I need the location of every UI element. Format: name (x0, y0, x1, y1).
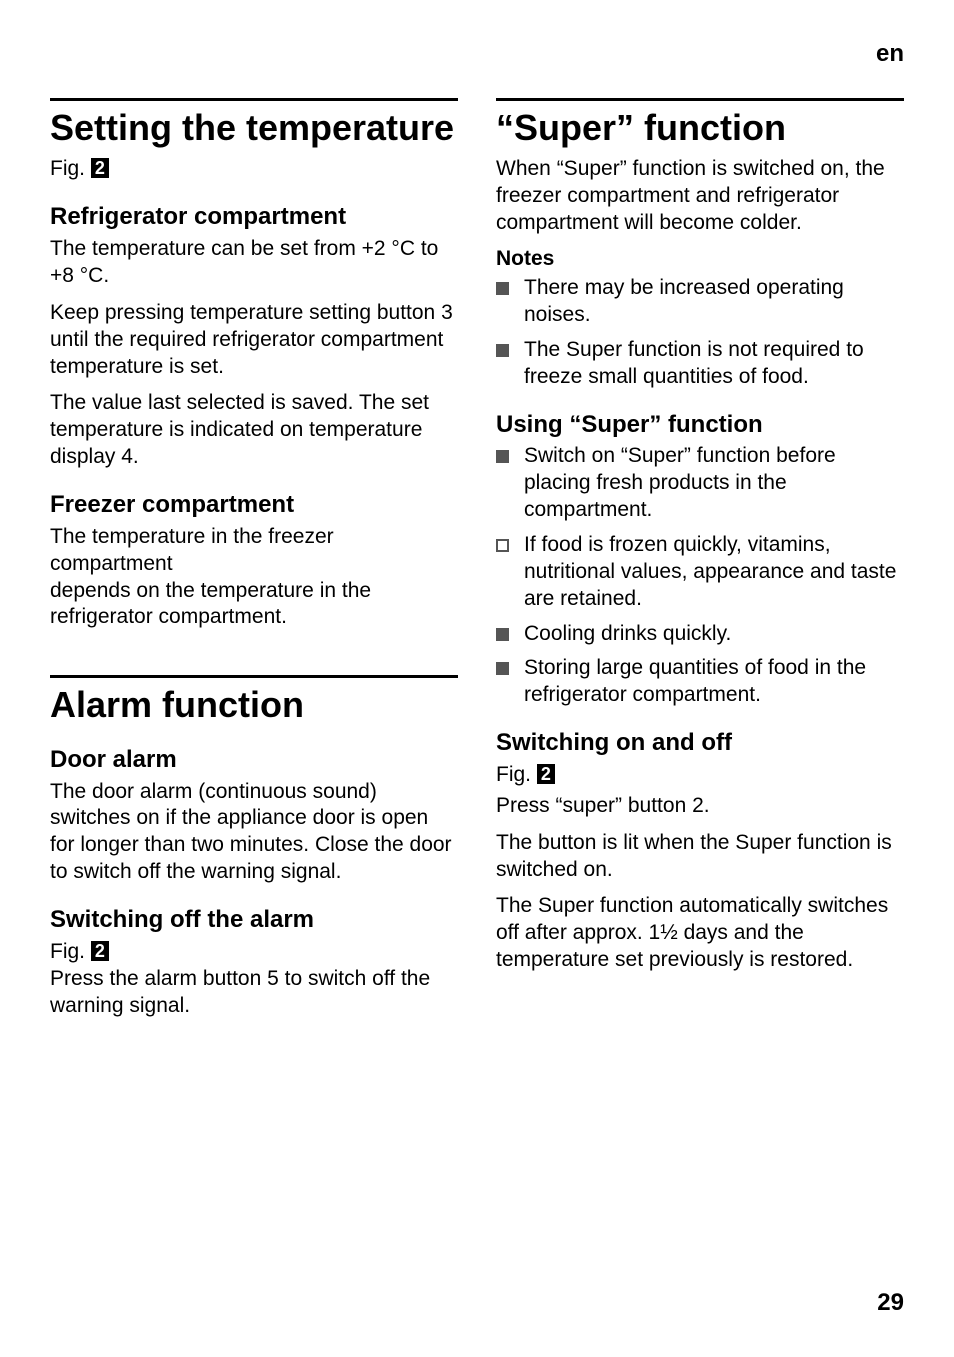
figure-number-box: 2 (537, 764, 555, 784)
right-column: “Super” function When “Super” function i… (496, 98, 904, 1029)
figure-ref: Fig. 2 (50, 939, 458, 966)
body-text: The button is lit when the Super functio… (496, 830, 904, 884)
list-item-text: If food is frozen quickly, vitamins, nut… (524, 533, 896, 610)
square-bullet-icon (496, 344, 509, 357)
list-item-text: The Super function is not required to fr… (524, 338, 864, 388)
body-text: Press “super” button 2. (496, 793, 904, 820)
list-item-text: Storing large quantities of food in the … (524, 656, 866, 706)
square-bullet-icon (496, 282, 509, 295)
notes-list: There may be increased operating noises.… (496, 275, 904, 391)
list-item-text: There may be increased operating noises. (524, 276, 844, 326)
list-item-text: Cooling drinks quickly. (524, 622, 731, 645)
page-number: 29 (50, 1289, 904, 1317)
square-bullet-icon (496, 628, 509, 641)
figure-label: Fig. (50, 157, 85, 180)
figure-label: Fig. (50, 940, 85, 963)
subheading-switching-off-alarm: Switching off the alarm (50, 906, 458, 935)
list-item-text: Switch on “Super” function before placin… (524, 444, 836, 521)
using-super-list: Switch on “Super” function before placin… (496, 443, 904, 709)
subheading-door-alarm: Door alarm (50, 746, 458, 775)
list-item: If food is frozen quickly, vitamins, nut… (496, 532, 904, 613)
list-item: There may be increased operating noises. (496, 275, 904, 329)
body-text: The temperature in the freezer compartme… (50, 524, 458, 578)
left-column: Setting the temperature Fig. 2 Refrigera… (50, 98, 458, 1029)
figure-number-box: 2 (91, 158, 109, 178)
list-item: Storing large quantities of food in the … (496, 655, 904, 709)
square-bullet-icon (496, 662, 509, 675)
body-text: The Super function automatically switche… (496, 893, 904, 974)
list-item: Switch on “Super” function before placin… (496, 443, 904, 524)
section-rule (496, 98, 904, 101)
heading-super-function: “Super” function (496, 107, 904, 148)
heading-setting-temperature: Setting the temperature (50, 107, 458, 148)
figure-ref: Fig. 2 (50, 156, 458, 183)
subheading-switching-on-off: Switching on and off (496, 729, 904, 758)
heading-alarm-function: Alarm function (50, 684, 458, 725)
section-rule (50, 675, 458, 678)
figure-ref: Fig. 2 (496, 762, 904, 789)
body-text: The value last selected is saved. The se… (50, 390, 458, 471)
subheading-freezer-compartment: Freezer compartment (50, 491, 458, 520)
subheading-using-super-function: Using “Super” function (496, 411, 904, 440)
body-text: Keep pressing temperature setting button… (50, 300, 458, 381)
figure-label: Fig. (496, 763, 531, 786)
content-columns: Setting the temperature Fig. 2 Refrigera… (50, 98, 904, 1029)
body-text: depends on the temperature in the refrig… (50, 578, 458, 632)
body-text: When “Super” function is switched on, th… (496, 156, 904, 237)
notes-heading: Notes (496, 247, 904, 271)
section-rule (50, 98, 458, 101)
square-bullet-icon (496, 450, 509, 463)
body-text: The door alarm (continuous sound) switch… (50, 779, 458, 887)
body-text: Press the alarm button 5 to switch off t… (50, 966, 458, 1020)
language-code: en (50, 40, 904, 68)
square-outline-bullet-icon (496, 539, 509, 552)
body-text: The temperature can be set from +2 °C to… (50, 236, 458, 290)
figure-number-box: 2 (91, 941, 109, 961)
subheading-refrigerator-compartment: Refrigerator compartment (50, 203, 458, 232)
list-item: Cooling drinks quickly. (496, 621, 904, 648)
list-item: The Super function is not required to fr… (496, 337, 904, 391)
